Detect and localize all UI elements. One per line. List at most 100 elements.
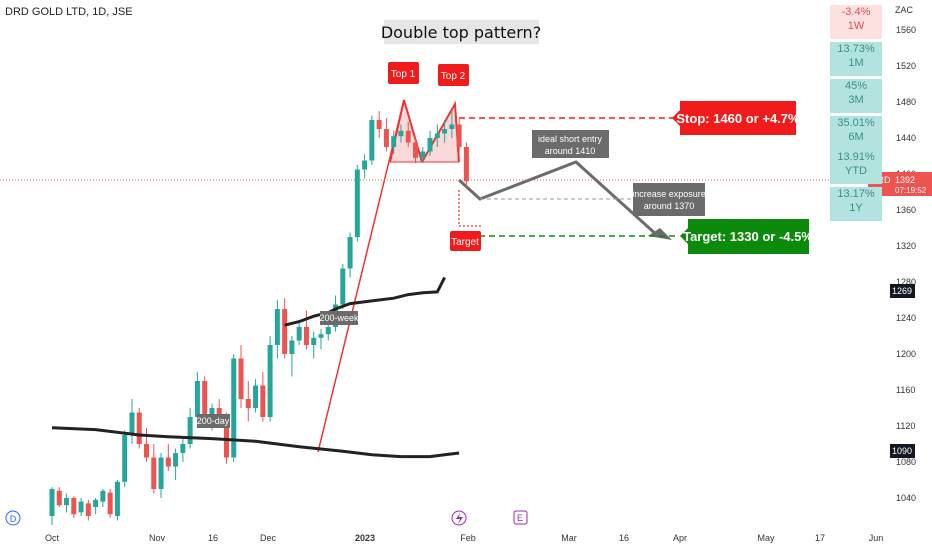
candle-body	[209, 408, 215, 417]
currency-label: ZAC	[895, 5, 914, 15]
y-tick-label: 1160	[896, 385, 915, 395]
y-tick-label: 1280	[896, 277, 916, 287]
dividend-event-icon[interactable]	[5, 510, 21, 526]
x-tick-label: 16	[619, 533, 629, 543]
ma-line-200-day	[51, 426, 460, 459]
double-top-pattern	[317, 99, 460, 453]
candle-body	[427, 138, 433, 152]
candle-body	[158, 457, 164, 489]
x-tick-label: 16	[208, 533, 218, 543]
candle-body	[173, 453, 179, 467]
candle-body	[405, 130, 411, 143]
candle-body	[442, 129, 448, 134]
x-tick-label: 2023	[355, 533, 375, 543]
x-tick-label: Feb	[460, 533, 476, 543]
candle-body	[231, 358, 237, 458]
ma200d-label: 200-day	[197, 416, 230, 426]
candle-body	[463, 147, 469, 182]
ideal-entry-line2: around 1410	[545, 146, 596, 156]
candle-body	[253, 385, 259, 408]
y-tick-label: 1120	[896, 421, 915, 431]
candle-body	[122, 435, 128, 482]
perf-ytd[interactable]: 13.91% YTD	[830, 150, 882, 184]
stop-box	[680, 101, 796, 135]
y-tick-label: 1360	[896, 205, 916, 215]
candle-body	[311, 337, 317, 345]
candle-body	[420, 151, 426, 158]
top1-label: Top 1	[391, 69, 416, 80]
candle-body	[289, 340, 295, 354]
perf-ytd-value: 13.91%	[837, 151, 875, 163]
candle-body	[78, 501, 84, 513]
candle-body	[434, 133, 440, 138]
candle-body	[129, 412, 135, 435]
ideal-entry-callout	[532, 130, 609, 158]
perf-ytd-period: YTD	[845, 165, 867, 177]
x-tick-label: Dec	[260, 533, 277, 543]
perf-1y[interactable]: 13.17% 1Y	[830, 187, 882, 221]
increase-callout	[633, 183, 705, 216]
increase-line2: around 1370	[644, 201, 695, 211]
candle-body	[238, 358, 244, 399]
candle-body	[187, 417, 193, 444]
perf-1m[interactable]: 13.73% 1M	[830, 42, 882, 76]
perf-6m-period: 6M	[848, 131, 864, 143]
x-tick-label: Jun	[869, 533, 884, 543]
split-event-icon[interactable]	[451, 510, 467, 526]
y-tick-label: 1200	[896, 349, 916, 359]
candle-body	[391, 136, 397, 147]
candle-body	[303, 327, 309, 345]
x-tick-label: Apr	[673, 533, 687, 543]
candle-body	[194, 381, 200, 417]
candle-body	[216, 408, 222, 419]
candle-body	[398, 130, 404, 137]
lightning-icon	[456, 513, 463, 524]
candle-body	[93, 499, 99, 507]
last-price-value: 1392	[895, 175, 915, 185]
symbol-title[interactable]: DRD GOLD LTD, 1D, JSE	[5, 6, 133, 18]
top1-tag	[388, 62, 419, 84]
perf-6m[interactable]: 35.01% 6M	[830, 116, 882, 150]
candle-body	[165, 457, 171, 467]
candlesticks	[49, 111, 469, 525]
countdown: 07:19:52	[895, 186, 927, 195]
x-tick-label: 17	[815, 533, 825, 543]
perf-3m-period: 3M	[848, 94, 864, 106]
perf-1m-period: 1M	[848, 57, 864, 69]
stop-pointer	[672, 110, 680, 126]
perf-1w[interactable]: -3.4% 1W	[830, 5, 882, 39]
perf-1w-period: 1W	[847, 20, 865, 32]
y-tick-label: 1560	[896, 25, 916, 35]
ma200w-price: 1269	[892, 286, 912, 296]
top2-label: Top 2	[441, 71, 466, 82]
ma200w-price-tag	[890, 284, 915, 298]
candle-body	[318, 334, 324, 338]
y-tick-label: 1520	[896, 61, 916, 71]
y-tick-label: 1320	[896, 241, 916, 251]
candle-body	[202, 381, 208, 417]
earnings-event-icon[interactable]	[513, 510, 528, 525]
candle-body	[49, 489, 55, 516]
y-tick-label: 1240	[896, 313, 916, 323]
perf-1y-value: 13.17%	[837, 188, 875, 200]
candle-body	[114, 481, 120, 516]
ideal-entry-line1: ideal short entry	[538, 134, 603, 144]
candle-body	[85, 503, 91, 516]
candle-body	[144, 444, 150, 458]
levels	[0, 117, 868, 237]
candle-body	[180, 444, 186, 453]
perf-3m[interactable]: 45% 3M	[830, 79, 882, 113]
candle-body	[260, 385, 266, 417]
candle-body	[369, 120, 375, 161]
candle-body	[376, 120, 382, 129]
candle-body	[151, 457, 157, 489]
x-tick-label: Mar	[561, 533, 577, 543]
candle-body	[245, 399, 251, 408]
ma-line-200-week	[284, 276, 446, 327]
target-small-label: Target	[451, 237, 479, 248]
ma200d-price: 1090	[892, 446, 912, 456]
candle-body	[107, 492, 113, 515]
target-pointer	[680, 228, 688, 244]
ma200w-tag	[320, 311, 358, 325]
